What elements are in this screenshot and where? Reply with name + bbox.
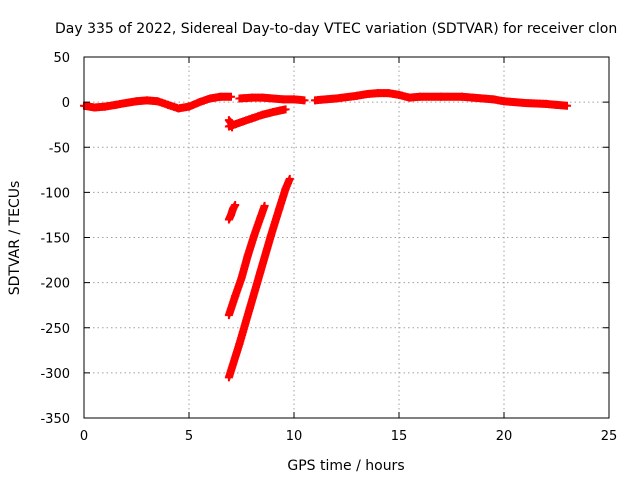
y-tick-label: 50 <box>53 51 70 66</box>
axis-ticks: 0 5 10 15 20 25 50 0 -50 -100 -150 -200 -250 -300 -350 <box>40 51 617 444</box>
x-tick-label: 20 <box>496 429 513 444</box>
series-steep-arc-A <box>224 201 269 320</box>
y-tick-label: -50 <box>49 141 70 156</box>
data-point <box>231 201 240 210</box>
y-tick-label: -350 <box>40 412 70 427</box>
data-point <box>228 123 237 132</box>
x-axis-title: GPS time / hours <box>287 458 404 474</box>
series-segment-11-23h <box>311 89 571 110</box>
series-steep-arc-B <box>224 174 294 382</box>
data-point <box>285 174 294 183</box>
x-tick-label: 10 <box>286 429 303 444</box>
y-tick-label: 0 <box>62 96 70 111</box>
y-tick-label: -200 <box>40 277 70 292</box>
y-tick-label: -300 <box>40 367 70 382</box>
x-tick-label: 0 <box>80 429 88 444</box>
y-tick-label: -150 <box>40 232 70 247</box>
series-main-band <box>80 92 235 113</box>
data-point <box>260 201 269 210</box>
data-point <box>300 96 309 105</box>
series-short-drop <box>224 116 237 132</box>
grid-lines <box>84 57 609 418</box>
x-tick-label: 25 <box>601 429 618 444</box>
chart-title: Day 335 of 2022, Sidereal Day-to-day VTE… <box>55 21 617 37</box>
x-tick-label: 15 <box>391 429 408 444</box>
data-point <box>563 101 571 110</box>
y-axis-title: SDTVAR / TECUs <box>7 181 23 296</box>
x-tick-label: 5 <box>185 429 193 444</box>
series-isolated-fragment <box>224 201 240 224</box>
data-points <box>80 89 571 382</box>
data-point <box>281 105 290 114</box>
data-point <box>227 92 235 101</box>
y-tick-label: -250 <box>40 322 70 337</box>
series-segment-7-10h <box>235 93 309 105</box>
y-tick-label: -100 <box>40 186 70 201</box>
